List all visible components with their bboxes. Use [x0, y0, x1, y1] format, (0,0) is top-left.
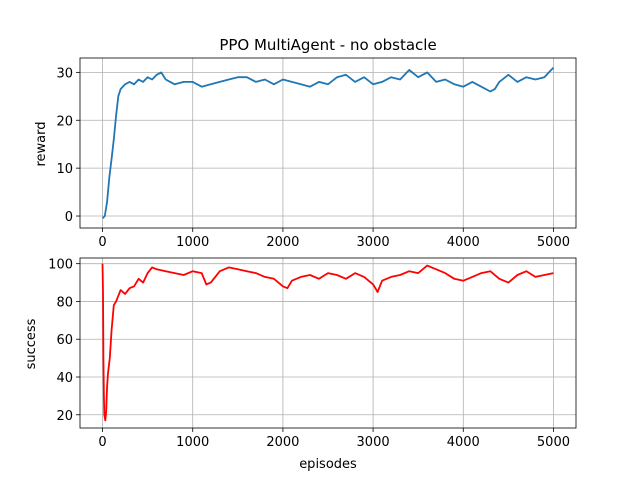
reward-axis-label: reward — [34, 121, 49, 166]
chart-title: PPO MultiAgent - no obstacle — [219, 36, 436, 54]
x-tick-label: 0 — [98, 435, 106, 450]
reward-series-line — [101, 66, 555, 220]
y-tick-label: 60 — [56, 333, 73, 348]
x-tick-label: 2000 — [266, 435, 299, 450]
y-tick-label: 0 — [65, 210, 73, 225]
success-series-line — [101, 263, 554, 422]
y-tick-label: 100 — [48, 258, 73, 273]
x-tick-label: 1000 — [176, 435, 209, 450]
x-tick-label: 3000 — [357, 235, 390, 250]
success-axis-label: success — [24, 318, 39, 369]
y-tick-label: 20 — [56, 409, 73, 424]
y-tick-label: 40 — [56, 371, 73, 386]
y-tick-label: 80 — [56, 295, 73, 310]
x-tick-label: 5000 — [537, 435, 570, 450]
x-tick-label: 1000 — [176, 235, 209, 250]
y-tick-label: 10 — [56, 162, 73, 177]
x-tick-label: 5000 — [537, 235, 570, 250]
y-tick-label: 20 — [56, 114, 73, 129]
reward-panel: 0 1000 2000 3000 4000 5000 0 10 20 30 — [56, 57, 577, 250]
axes-frame — [79, 257, 577, 429]
x-tick-label: 4000 — [447, 435, 480, 450]
axes-frame — [79, 57, 577, 229]
x-tick-label: 0 — [98, 235, 106, 250]
success-panel: 0 1000 2000 3000 4000 5000 20 40 60 80 100 — [48, 257, 577, 450]
x-tick-label: 2000 — [266, 235, 299, 250]
x-tick-label: 4000 — [447, 235, 480, 250]
x-tick-label: 3000 — [357, 435, 390, 450]
y-tick-label: 30 — [56, 66, 73, 81]
episodes-axis-label: episodes — [299, 457, 357, 472]
